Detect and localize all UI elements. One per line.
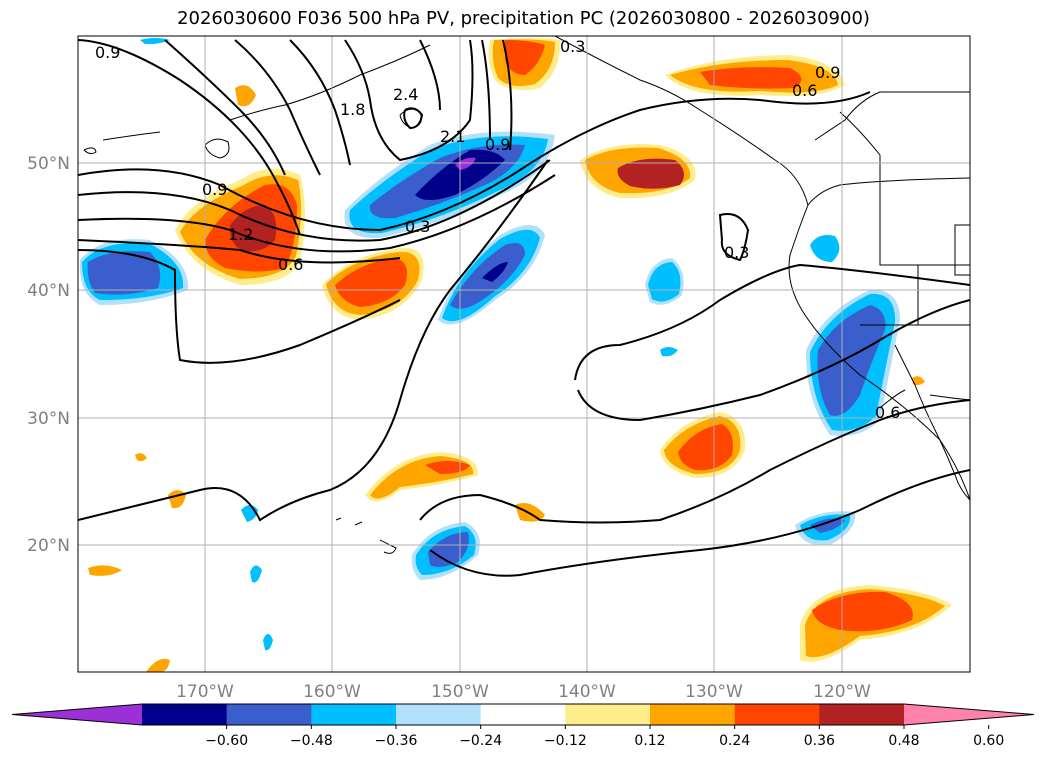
contour-label: 0.6 <box>875 403 900 422</box>
contour-label: 0.3 <box>724 243 749 262</box>
contour-label: 0.3 <box>405 217 430 236</box>
pv-contours <box>78 39 970 577</box>
colorbar-extend-high <box>904 704 1034 725</box>
map-plot-area: 0.9 1.8 2.4 2.1 0.3 0.9 0.6 0.9 0.9 1.2 … <box>78 36 970 672</box>
contour-label: 0.6 <box>278 255 303 274</box>
colorbar-tick-label: −0.12 <box>544 733 587 749</box>
colorbar-segment <box>396 704 482 725</box>
longitude-label: 160°W <box>303 682 361 702</box>
contour-label: 0.3 <box>560 37 585 56</box>
contour-label: 0.6 <box>792 81 817 100</box>
pv-contour-labels: 0.9 1.8 2.4 2.1 0.3 0.9 0.6 0.9 0.9 1.2 … <box>95 37 900 422</box>
contour-label: 0.9 <box>485 135 510 154</box>
positive-anomaly-fill <box>88 38 952 672</box>
colorbar-tick-label: −0.36 <box>375 733 418 749</box>
colorbar-segment <box>650 704 736 725</box>
longitude-labels: 170°W 160°W 150°W 140°W 130°W 120°W <box>176 682 871 702</box>
contour-label: 1.8 <box>340 100 365 119</box>
colorbar-tick-label: 0.12 <box>634 733 665 749</box>
colorbar-segment <box>311 704 397 725</box>
contour-label: 2.4 <box>393 85 418 104</box>
contour-label: 1.2 <box>228 225 253 244</box>
colorbar-tick-label: 0.60 <box>973 733 1004 749</box>
colorbar-segment <box>734 704 820 725</box>
colorbar-tick-label: 0.36 <box>804 733 835 749</box>
colorbar-extend-low <box>12 704 142 725</box>
latitude-label: 50°N <box>27 154 70 174</box>
colorbar-segment <box>226 704 312 725</box>
longitude-label: 120°W <box>813 682 871 702</box>
latitude-label: 40°N <box>27 281 70 301</box>
colorbar-tick-label: −0.60 <box>205 733 248 749</box>
map-frame <box>77 35 971 673</box>
longitude-label: 170°W <box>176 682 234 702</box>
latitude-label: 20°N <box>27 536 70 556</box>
negative-anomaly-fill <box>79 38 900 651</box>
colorbar-tick-label: 0.48 <box>888 733 919 749</box>
longitude-label: 150°W <box>431 682 489 702</box>
latitude-label: 30°N <box>27 409 70 429</box>
contour-label: 0.9 <box>202 180 227 199</box>
latitude-labels: 50°N 40°N 30°N 20°N <box>27 154 70 556</box>
colorbar-tick-label: −0.24 <box>459 733 502 749</box>
longitude-label: 130°W <box>685 682 743 702</box>
colorbar-segment <box>565 704 651 725</box>
colorbar-tick-label: 0.24 <box>719 733 750 749</box>
map-title: 2026030600 F036 500 hPa PV, precipitatio… <box>177 8 870 29</box>
contour-label: 2.1 <box>440 127 465 146</box>
contour-label: 0.9 <box>815 63 840 82</box>
coastlines <box>83 36 970 554</box>
colorbar-segment <box>142 704 228 725</box>
contour-label: 0.9 <box>95 43 120 62</box>
colorbar-outline <box>11 703 1035 726</box>
colorbar: −0.60 −0.48 −0.36 −0.24 −0.12 0.12 0.24 0.36 0.4… <box>11 703 1035 749</box>
colorbar-segment <box>480 704 566 725</box>
longitude-label: 140°W <box>558 682 616 702</box>
colorbar-tick-label: −0.48 <box>290 733 333 749</box>
colorbar-segment <box>819 704 905 725</box>
